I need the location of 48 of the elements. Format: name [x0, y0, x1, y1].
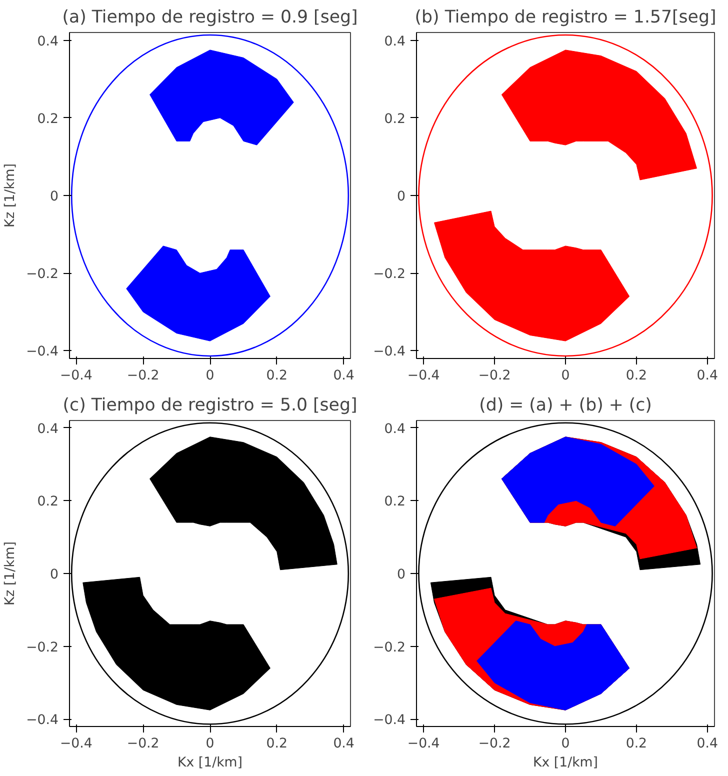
chart-title: (d) = (a) + (b) + (c) [479, 396, 652, 416]
y-tick-label: −0.4 [26, 713, 59, 728]
y-tick-label: 0.2 [384, 494, 406, 510]
x-tick-label: −0.2 [126, 736, 160, 752]
chart-title: (a) Tiempo de registro = 0.9 [seg] [62, 8, 358, 28]
y-axis-title: Kz [1/km] [3, 541, 18, 606]
y-tick-label: 0.4 [384, 422, 406, 437]
x-tick-label: −0.4 [60, 736, 92, 752]
x-tick-label: −0.2 [126, 368, 160, 384]
y-tick-label: −0.2 [373, 640, 406, 656]
y-tick-label: 0.2 [384, 112, 406, 127]
x-tick-label: 0 [561, 736, 570, 752]
x-tick-label: 0.2 [626, 736, 648, 752]
y-tick-label: −0.4 [26, 344, 59, 360]
y-tick-label: 0.4 [384, 34, 406, 50]
y-axis-title: Kz [1/km] [3, 163, 18, 228]
y-tick-label: 0 [50, 190, 59, 204]
x-tick-label: 0 [561, 368, 570, 384]
y-tick-label: 0 [397, 190, 406, 204]
y-tick-label: −0.4 [373, 344, 406, 360]
x-tick-label: 0.4 [696, 736, 718, 752]
x-tick-label: 0 [206, 368, 214, 384]
y-tick-label: 0 [397, 568, 406, 582]
x-tick-label: −0.2 [478, 736, 511, 752]
x-tick-label: −0.4 [60, 368, 92, 384]
x-axis-title: Kx [1/km] [178, 756, 242, 770]
x-tick-label: 0.2 [266, 736, 288, 752]
y-tick-label: −0.2 [373, 267, 406, 282]
x-axis-title: Kx [1/km] [533, 756, 598, 770]
x-tick-label: 0.2 [626, 368, 648, 384]
y-tick-label: 0.2 [37, 112, 59, 127]
y-tick-label: 0.4 [37, 34, 59, 50]
y-tick-label: −0.2 [26, 640, 59, 656]
x-tick-label: 0.4 [333, 368, 354, 384]
x-tick-label: 0 [206, 736, 214, 752]
chart-title: (b) Tiempo de registro = 1.57[seg] [414, 8, 716, 28]
x-tick-label: 0.4 [696, 368, 718, 384]
x-tick-label: 0.2 [266, 368, 288, 384]
y-tick-label: 0.2 [37, 494, 59, 510]
y-tick-label: −0.4 [373, 713, 406, 728]
y-tick-label: −0.2 [26, 267, 59, 282]
x-tick-label: −0.4 [407, 736, 440, 752]
x-tick-label: 0.4 [333, 736, 354, 752]
x-tick-label: −0.4 [407, 368, 440, 384]
y-tick-label: 0 [50, 568, 59, 582]
chart-title: (c) Tiempo de registro = 5.0 [seg] [62, 396, 358, 416]
x-tick-label: −0.2 [478, 368, 511, 384]
y-tick-label: 0.4 [37, 422, 59, 437]
